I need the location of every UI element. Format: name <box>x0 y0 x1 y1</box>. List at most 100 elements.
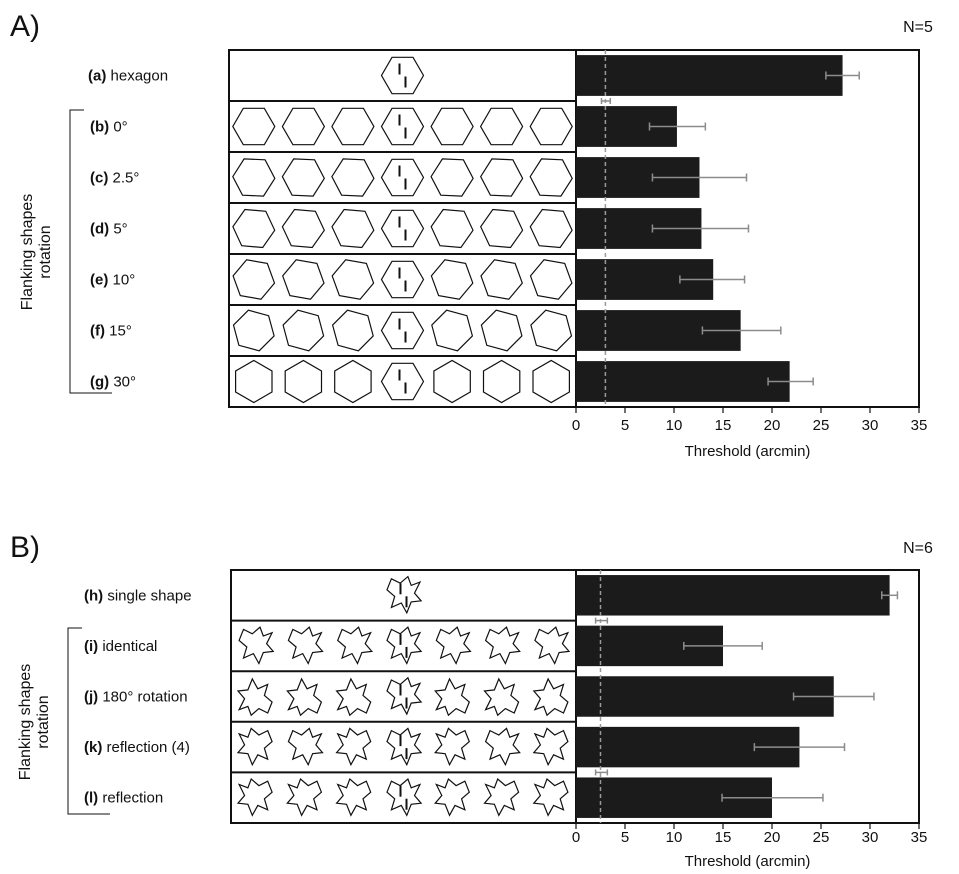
condition-name: 0° <box>109 119 128 136</box>
condition-label: (a) hexagon <box>88 68 168 85</box>
flanker-shape <box>532 777 569 817</box>
flanker-hexagon <box>281 208 325 249</box>
condition-code: (l) <box>84 790 98 807</box>
flanker-shape <box>286 777 323 817</box>
flanker-hexagon <box>281 107 326 146</box>
flanker-shape <box>236 677 273 717</box>
condition-name: reflection <box>98 790 163 807</box>
condition-code: (g) <box>90 374 109 391</box>
x-tick-label: 0 <box>572 829 580 846</box>
flanker-hexagon <box>331 208 375 249</box>
x-tick-label: 20 <box>764 829 781 846</box>
flanker-hexagon <box>232 158 276 197</box>
flanker-hexagon <box>529 208 573 249</box>
flanker-hexagon <box>529 107 573 146</box>
panel-b: B) N=6 Flanking shapesrotation (h) single s… <box>10 531 933 870</box>
x-tick-label: 20 <box>764 417 781 434</box>
flanker-shape <box>483 777 520 817</box>
x-tick-label: 10 <box>666 417 683 434</box>
flanker-hexagon <box>479 107 524 146</box>
flanker-shape <box>335 727 372 767</box>
flanker-hexagon <box>529 158 573 197</box>
flanker-shape <box>484 727 521 767</box>
condition-label: (b) 0° <box>90 119 128 136</box>
target-hexagon <box>380 311 425 350</box>
flanker-shape <box>532 727 569 767</box>
flanker-shape <box>236 777 273 817</box>
group-bracket <box>69 109 112 394</box>
flanker-shape <box>287 727 324 767</box>
group-label-line: rotation <box>35 695 52 748</box>
condition-name: identical <box>98 638 157 655</box>
flanker-shape <box>534 626 571 665</box>
flanker-shape <box>335 677 372 717</box>
flanker-hexagon <box>482 359 521 404</box>
condition-name: 180° rotation <box>98 689 187 706</box>
x-tick-label: 35 <box>911 829 928 846</box>
bar <box>576 55 843 96</box>
target-hexagon <box>380 56 425 95</box>
target-hexagon <box>380 107 425 146</box>
group-label-line: Flanking shapes <box>17 664 34 781</box>
flanker-hexagon <box>331 309 374 352</box>
flanker-hexagon <box>232 208 276 249</box>
condition-name: 10° <box>108 272 135 289</box>
flanker-hexagon <box>431 309 474 352</box>
group-label-line: rotation <box>37 225 54 278</box>
condition-name: 2.5° <box>108 170 139 187</box>
flanker-hexagon <box>282 309 325 352</box>
group-label: Flanking shapesrotation <box>19 194 54 311</box>
target-shape <box>386 575 423 615</box>
x-axis-title: Threshold (arcmin) <box>685 853 811 869</box>
x-tick-label: 15 <box>715 829 732 846</box>
stimulus-frame <box>228 49 577 408</box>
condition-code: (d) <box>90 221 109 238</box>
x-tick-label: 25 <box>813 829 830 846</box>
condition-label: (i) identical <box>84 638 157 655</box>
flanker-shape <box>287 626 324 665</box>
bar <box>576 676 834 717</box>
flanker-hexagon <box>334 359 372 404</box>
panel-letter: A) <box>10 10 40 43</box>
x-tick-label: 10 <box>666 829 683 846</box>
flanker-hexagon <box>480 259 523 300</box>
x-axis-title: Threshold (arcmin) <box>685 443 811 460</box>
flanker-hexagon <box>430 107 474 146</box>
flanker-shape <box>434 677 471 717</box>
condition-code: (i) <box>84 638 98 655</box>
flanker-hexagon <box>480 158 524 197</box>
condition-label: (e) 10° <box>90 272 135 289</box>
condition-code: (f) <box>90 323 105 340</box>
condition-name: hexagon <box>106 68 168 85</box>
flanker-hexagon <box>433 359 471 404</box>
flanker-hexagon <box>232 309 275 352</box>
flanker-shape <box>434 777 471 817</box>
condition-label: (k) reflection (4) <box>84 739 190 756</box>
flanker-hexagon <box>480 309 523 352</box>
flanker-shape <box>236 727 273 767</box>
bar <box>576 575 890 616</box>
flanker-hexagon <box>430 158 474 197</box>
flanker-hexagon <box>529 259 573 300</box>
target-shape <box>386 676 423 716</box>
x-tick-label: 5 <box>621 417 629 434</box>
condition-label: (f) 15° <box>90 323 132 340</box>
x-tick-label: 0 <box>572 417 580 434</box>
condition-name: single shape <box>103 587 191 604</box>
condition-code: (a) <box>88 68 106 85</box>
condition-code: (j) <box>84 689 98 706</box>
flanker-shape <box>483 677 520 717</box>
flanker-shape <box>336 626 373 665</box>
condition-label: (l) reflection <box>84 790 163 807</box>
stimulus-frame <box>230 569 577 824</box>
flanker-shape <box>434 727 471 767</box>
flanker-shape <box>286 677 323 717</box>
condition-code: (b) <box>90 119 109 136</box>
target-shape <box>386 626 423 665</box>
flanker-hexagon <box>530 309 573 352</box>
target-hexagon <box>380 362 425 401</box>
condition-label: (h) single shape <box>84 587 192 604</box>
bar <box>576 361 790 402</box>
x-tick-label: 15 <box>715 417 732 434</box>
flanker-hexagon <box>430 259 474 300</box>
